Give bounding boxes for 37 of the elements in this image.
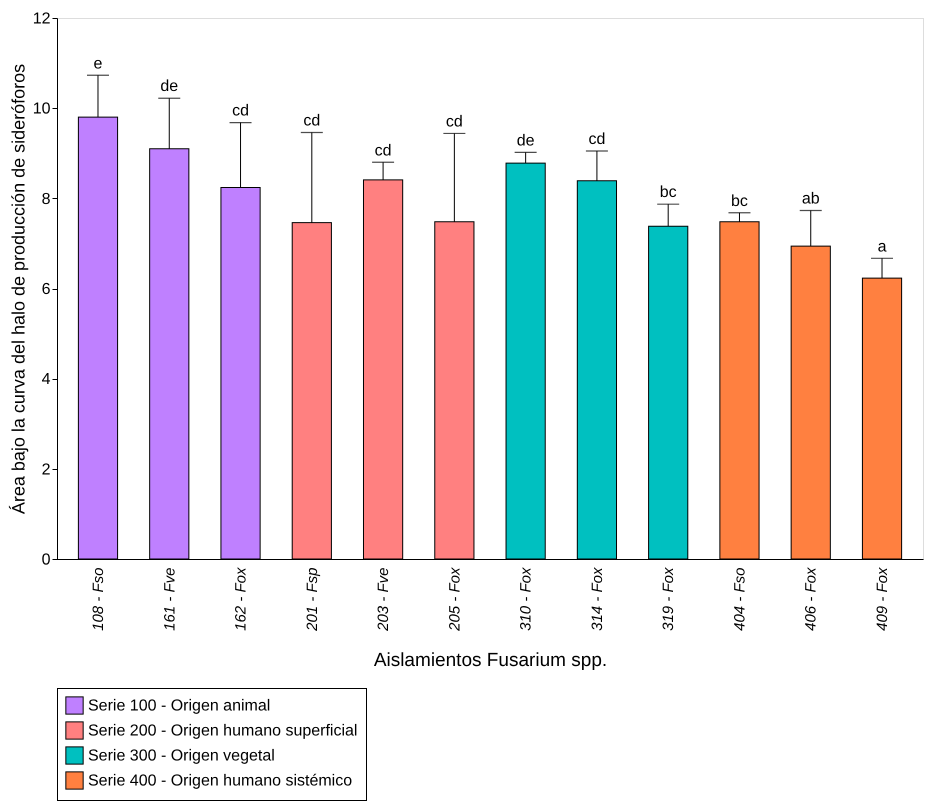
- y-tick-label: 8: [42, 190, 51, 208]
- annotation: e: [94, 55, 103, 72]
- x-tick-label: 201 - Fsp: [304, 568, 321, 632]
- annotation: de: [516, 132, 535, 150]
- x-tick-label: 406 - Fox: [802, 567, 820, 631]
- annotation: bc: [660, 184, 677, 202]
- x-tick-label: 161 - Fve: [161, 568, 178, 631]
- legend-label: Serie 100 - Origen animal: [88, 698, 270, 714]
- x-tick-label: 319 - Fox: [660, 567, 678, 631]
- y-tick-label: 10: [32, 100, 51, 118]
- annotation: cd: [374, 142, 392, 160]
- annotation: de: [160, 78, 178, 96]
- x-tick-label: 314 - Fox: [588, 567, 606, 631]
- legend-label: Serie 300 - Origen vegetal: [88, 748, 275, 764]
- annotation: cd: [303, 112, 320, 130]
- y-tick-label: 12: [32, 10, 51, 28]
- x-tick-label: 108 - Fso: [90, 568, 107, 631]
- x-tick-label: 409 - Fox: [874, 567, 892, 631]
- x-tick-label: 203 - Fve: [375, 568, 392, 632]
- annotation: cd: [446, 113, 463, 130]
- y-tick-label: 2: [42, 461, 51, 478]
- annotation: cd: [588, 130, 606, 148]
- annotation: bc: [731, 192, 748, 210]
- legend-label: Serie 200 - Origen humano superficial: [88, 722, 358, 740]
- x-tick-label: 205 - Fox: [446, 567, 464, 632]
- x-tick-label: 162 - Fox: [232, 567, 250, 631]
- annotation: ab: [802, 190, 820, 208]
- x-tick-label: 404 - Fso: [731, 568, 748, 631]
- x-tick-label: 310 - Fox: [518, 567, 535, 631]
- annotation: cd: [232, 102, 249, 120]
- y-tick-label: 6: [42, 281, 51, 298]
- y-tick-label: 4: [42, 371, 51, 388]
- legend-label: Serie 400 - Origen humano sistémico: [88, 772, 352, 790]
- annotation: a: [878, 238, 887, 256]
- y-axis-title: Área bajo la curva del halo de producción de sideróforos: [8, 64, 29, 514]
- x-axis-title: Aislamientos Fusarium spp.: [374, 650, 608, 671]
- y-tick-label: 0: [42, 552, 51, 568]
